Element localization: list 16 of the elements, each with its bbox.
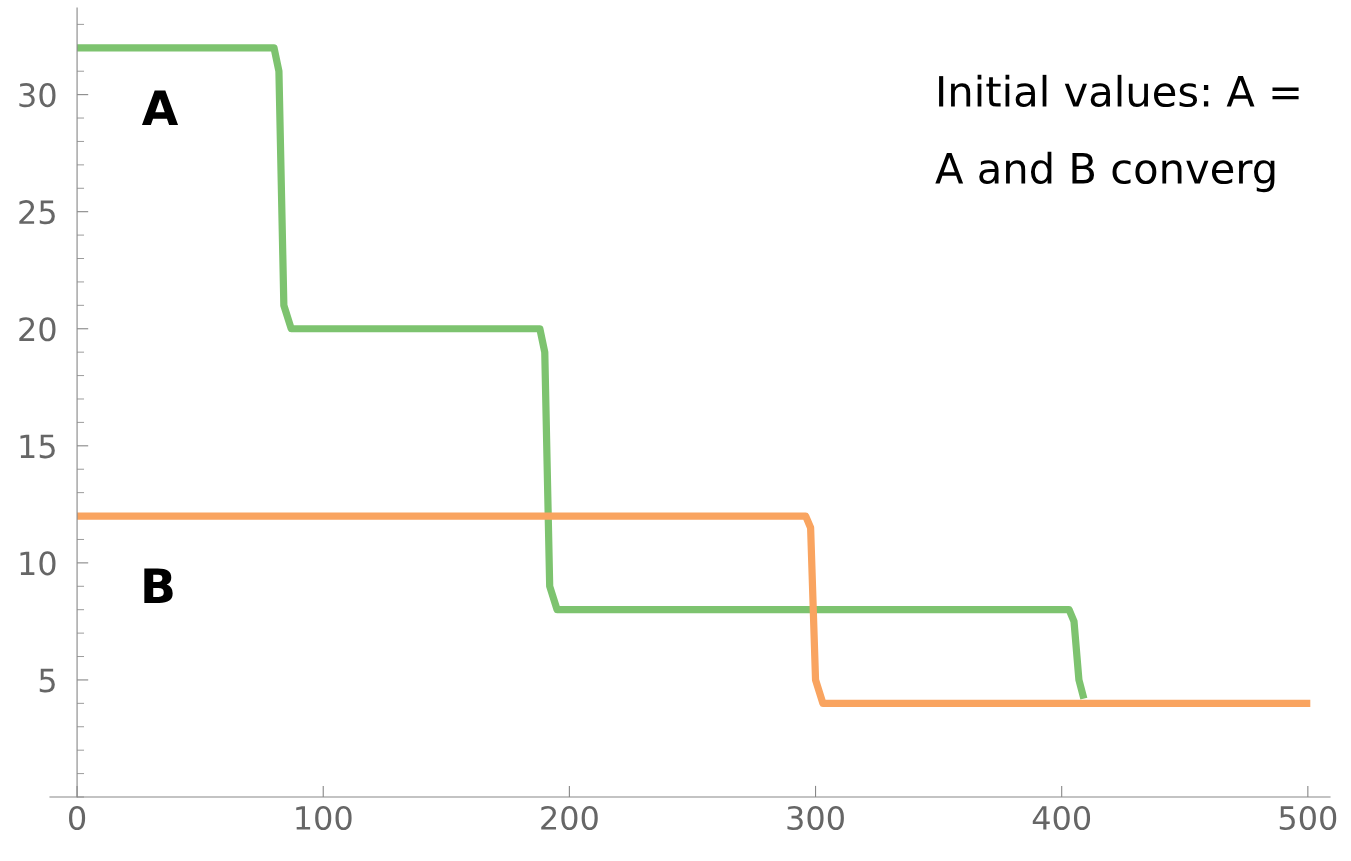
y-tick-label: 20 — [19, 317, 56, 342]
y-tick-label: 25 — [19, 200, 55, 225]
x-tick-label: 400 — [1032, 805, 1091, 831]
annotation: Initial values: A = — [939, 74, 1299, 108]
annotation: A — [141, 90, 179, 126]
y-tick-label: 15 — [20, 434, 55, 459]
x-tick-label: 0 — [69, 805, 86, 831]
x-tick-label: 500 — [1279, 805, 1337, 831]
annotation: A and B converg — [935, 151, 1275, 193]
y-tick-label: 10 — [20, 551, 56, 576]
annotation: B — [144, 568, 173, 604]
x-tick-label: 100 — [296, 805, 352, 831]
y-tick-label: 30 — [19, 83, 56, 108]
x-tick-label: 300 — [787, 805, 844, 831]
x-tick-label: 200 — [541, 805, 598, 831]
y-tick-label: 5 — [39, 668, 55, 693]
